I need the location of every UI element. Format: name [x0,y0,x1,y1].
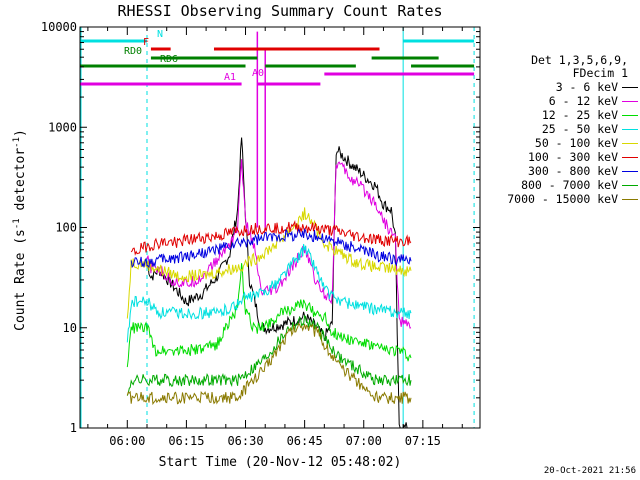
legend-swatch [622,142,638,144]
series-line-4 [126,207,412,319]
x-tick-label: 07:00 [346,434,382,448]
y-tick-label: 1000 [48,120,77,134]
series-line-7 [126,314,412,396]
y-tick-label: 10000 [41,20,77,34]
chart-title: RHESSI Observing Summary Count Rates [117,2,443,20]
footer-timestamp: 20-Oct-2021 21:56 [543,466,636,476]
legend-label: 50 - 100 keV [534,136,618,150]
x-tick-label: 06:30 [227,434,263,448]
legend-swatch [622,156,638,158]
status-label-rd0: RD0 [124,46,142,57]
x-axis-label: Start Time (20-Nov-12 05:48:02) [158,455,402,470]
legend-label: 6 - 12 keV [548,94,618,108]
series-line-8 [126,322,412,406]
legend-swatch [622,184,638,186]
legend-label: 300 - 800 keV [527,164,618,178]
legend-swatch [622,128,638,130]
status-label-a1: A1 [224,72,236,83]
x-tick-label: 06:00 [109,434,145,448]
legend-header-line-1: Det 1,3,5,6,9, [531,53,628,67]
legend-entry: 7000 - 15000 keV [486,192,638,206]
plot-frame [79,26,481,429]
legend-label: 7000 - 15000 keV [507,192,618,206]
legend-swatch [622,114,638,116]
status-label-n: N [157,29,163,40]
x-tick-label: 06:45 [287,434,323,448]
y-axis-label: Count Rate (s-1 detector-1) [11,129,29,331]
legend-label: 100 - 300 keV [527,150,618,164]
legend-entry: 100 - 300 keV [486,150,638,164]
legend-swatch [622,100,638,102]
series-line-1 [146,159,412,329]
axes: 1 10 100 1000 10000 06:00 06:15 06:30 06:45 07:00… [41,20,481,448]
series-line-3 [126,243,412,343]
legend-swatch [622,198,638,200]
series-line-6 [130,227,412,269]
series-layer [126,31,412,429]
y-tick-label: 1 [70,421,77,435]
legend-label: 12 - 25 keV [541,108,618,122]
legend-entry: 3 - 6 keV [486,80,638,94]
legend-entry: 300 - 800 keV [486,164,638,178]
x-tick-label: 06:15 [168,434,204,448]
legend-header-line-2: FDecim 1 [572,66,628,80]
chart-legend: Det 1,3,5,6,9, FDecim 1 3 - 6 keV 6 - 12 … [486,54,638,206]
legend-label: 800 - 7000 keV [521,178,618,192]
legend-label: 3 - 6 keV [555,80,618,94]
status-label-a0: A0 [252,68,264,79]
legend-label: 25 - 50 keV [541,122,618,136]
legend-swatch [622,86,638,88]
series-line-5 [130,220,412,256]
series-line-2 [126,263,412,368]
x-tick-label: 07:15 [405,434,441,448]
legend-swatch [622,170,638,172]
legend-entry: 12 - 25 keV [486,108,638,122]
series-line-0 [146,137,411,429]
y-tick-label: 10 [63,321,77,335]
legend-entry: 6 - 12 keV [486,94,638,108]
status-label-rd6: RD6 [160,54,178,65]
y-tick-label: 100 [55,221,77,235]
legend-entry: 50 - 100 keV [486,136,638,150]
legend-entry: 25 - 50 keV [486,122,638,136]
legend-entry: 800 - 7000 keV [486,178,638,192]
status-label-f: F [143,37,149,48]
